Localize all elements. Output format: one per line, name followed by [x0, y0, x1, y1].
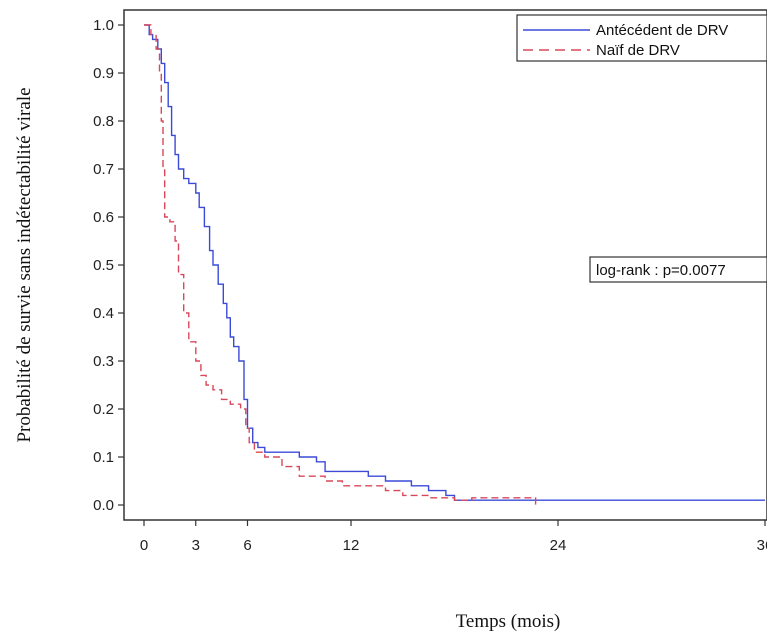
y-tick-label: 0.0 — [93, 497, 114, 514]
series-layer — [144, 24, 765, 505]
y-tick-label: 0.8 — [93, 113, 114, 130]
annotation-box — [589, 256, 767, 283]
y-tick-label: 0.7 — [93, 161, 114, 178]
legend-box — [516, 14, 767, 62]
x-tick-label: 12 — [343, 537, 360, 554]
legend-label: Antécédent de DRV — [596, 22, 728, 39]
y-tick-label: 0.2 — [93, 401, 114, 418]
y-tick-label: 0.5 — [93, 257, 114, 274]
x-tick-label: 24 — [550, 537, 567, 554]
x-tick-label: 0 — [140, 537, 148, 554]
legend: Antécédent de DRV Naïf de DRV — [516, 14, 767, 62]
y-tick-label: 0.4 — [93, 305, 114, 322]
y-tick-label: 1.0 — [93, 17, 114, 34]
y-tick-label: 0.3 — [93, 353, 114, 370]
x-axis-title: Temps (mois) — [456, 611, 561, 632]
annotation-label: log-rank : p=0.0077 — [596, 262, 726, 279]
y-tick-label: 0.6 — [93, 209, 114, 226]
logrank-annotation: log-rank : p=0.0077 — [589, 256, 767, 283]
series-line-antecedent-drv — [144, 24, 765, 501]
y-tick-label: 0.9 — [93, 65, 114, 82]
y-tick-label: 0.1 — [93, 449, 114, 466]
y-axis: 0.0 0.1 0.2 0.3 0.4 0.5 0.6 0.7 0.8 0.9 1.0 — [93, 17, 124, 514]
series-line-naif-drv — [144, 24, 537, 505]
x-axis: 036122436 — [140, 520, 767, 554]
y-axis-title: Probabilité de survie sans indétectabili… — [14, 87, 35, 442]
x-tick-label: 6 — [243, 537, 251, 554]
legend-label: Naïf de DRV — [596, 42, 680, 59]
x-tick-label: 3 — [192, 537, 200, 554]
x-tick-label: 36 — [757, 537, 767, 554]
